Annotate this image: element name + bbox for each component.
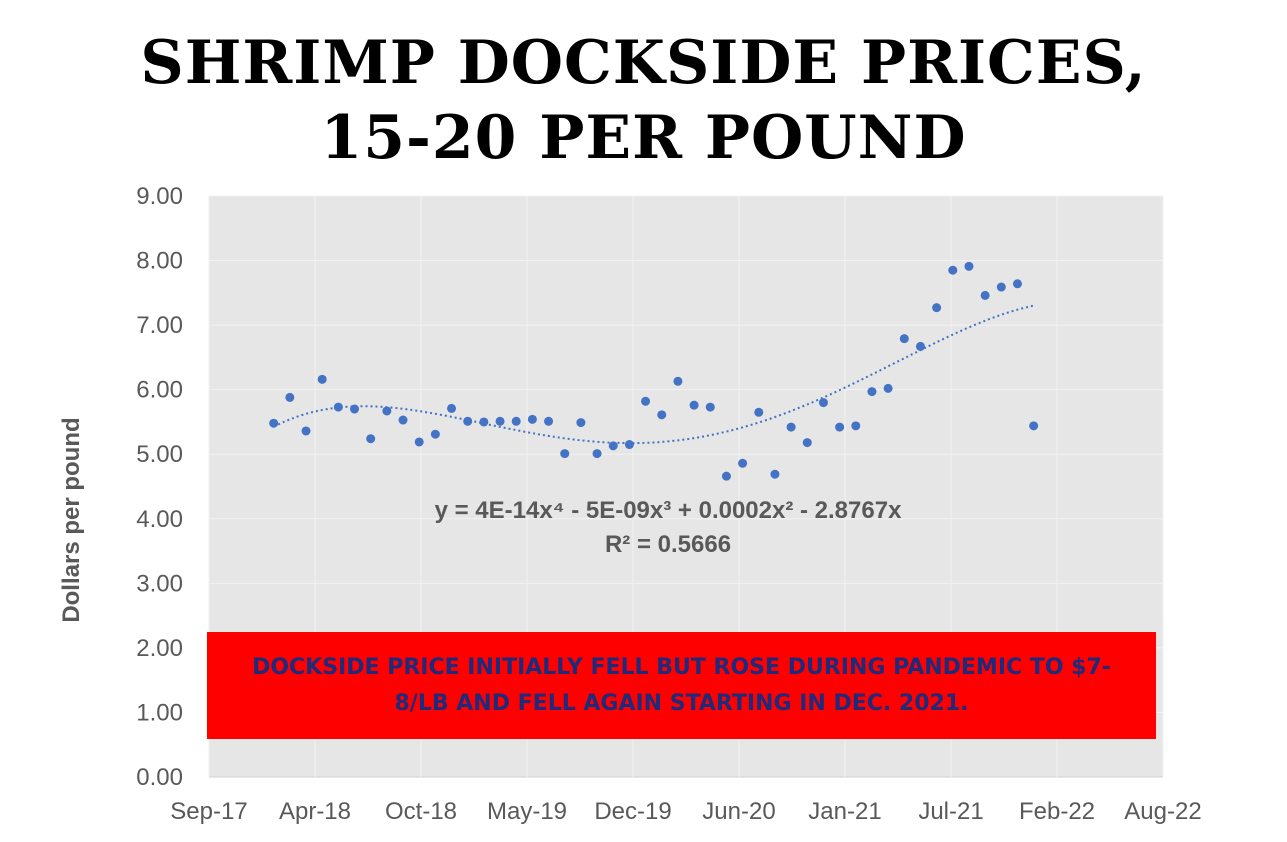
data-point: [527, 414, 537, 424]
data-point: [382, 406, 392, 416]
y-tick-label: 3.00: [136, 570, 183, 597]
callout-text: DOCKSIDE PRICE INITIALLY FELL BUT ROSE D…: [252, 654, 1111, 716]
x-tick-label: Jan-21: [808, 798, 881, 825]
data-point: [285, 392, 295, 402]
data-point: [269, 418, 279, 428]
x-tick-label: Sep-17: [170, 798, 247, 825]
x-tick-label: May-19: [487, 798, 567, 825]
data-point: [301, 426, 311, 436]
data-point: [770, 469, 780, 479]
y-tick-label: 0.00: [136, 764, 183, 791]
chart-title-line-1: SHRIMP DOCKSIDE PRICES,: [140, 28, 1147, 98]
data-point: [414, 437, 424, 447]
x-tick-label: Feb-22: [1019, 798, 1095, 825]
trendline-r-squared: R² = 0.5666: [604, 531, 732, 558]
data-point: [738, 458, 748, 468]
y-tick-label: 9.00: [136, 183, 183, 210]
data-point: [899, 334, 909, 344]
x-tick-label: Apr-18: [279, 798, 351, 825]
data-point: [544, 416, 554, 426]
data-point: [511, 416, 521, 426]
x-tick-label: Aug-22: [1124, 798, 1201, 825]
data-point: [447, 403, 457, 413]
data-point: [996, 282, 1006, 292]
data-point: [915, 341, 925, 351]
y-tick-label: 6.00: [136, 377, 183, 404]
data-point: [576, 418, 586, 428]
y-tick-label: 1.00: [136, 699, 183, 726]
data-point: [980, 290, 990, 300]
x-tick-label: Dec-19: [594, 798, 671, 825]
data-point: [721, 471, 731, 481]
data-point: [689, 400, 699, 410]
data-points: [269, 261, 1039, 481]
data-point: [786, 422, 796, 432]
data-point: [657, 410, 667, 420]
data-point: [964, 261, 974, 271]
data-point: [350, 404, 360, 414]
data-point: [479, 417, 489, 427]
trendline: [273, 304, 1034, 445]
data-point: [883, 383, 893, 393]
data-point: [1029, 421, 1039, 431]
data-point: [608, 441, 618, 451]
data-point: [560, 449, 570, 459]
y-tick-label: 8.00: [136, 248, 183, 275]
trendline-equation: y = 4E-14x⁴ - 5E-09x³ + 0.0002x² - 2.876…: [434, 497, 902, 524]
data-point: [366, 434, 376, 444]
data-point: [463, 416, 473, 426]
data-point: [1012, 279, 1022, 289]
x-tick-label: Jun-20: [702, 798, 775, 825]
y-axis-label: Dollars per pound: [58, 417, 85, 623]
data-point: [867, 387, 877, 397]
data-point: [592, 449, 602, 459]
data-point: [624, 440, 634, 450]
data-point: [802, 438, 812, 448]
data-point: [673, 376, 683, 386]
data-point: [495, 416, 505, 426]
data-point: [835, 422, 845, 432]
data-point: [948, 265, 958, 275]
data-point: [317, 374, 327, 384]
y-tick-label: 5.00: [136, 441, 183, 468]
data-point: [932, 303, 942, 313]
x-tick-label: Oct-18: [385, 798, 457, 825]
data-point: [851, 421, 861, 431]
data-point: [705, 402, 715, 412]
data-point: [641, 396, 651, 406]
data-point: [818, 398, 828, 408]
chart-title-line-2: 15-20 PER POUND: [320, 103, 967, 173]
data-point: [398, 415, 408, 425]
data-point: [430, 429, 440, 439]
y-tick-label: 2.00: [136, 635, 183, 662]
data-point: [333, 402, 343, 412]
y-tick-label: 4.00: [136, 506, 183, 533]
x-tick-label: Jul-21: [918, 798, 983, 825]
x-axis-tick-labels: Sep-17 Apr-18 Oct-18 May-19 Dec-19 Jun-20 Jan-…: [170, 798, 1201, 825]
callout-box: DOCKSIDE PRICE INITIALLY FELL BUT ROSE D…: [207, 632, 1156, 739]
y-tick-label: 7.00: [136, 312, 183, 339]
y-axis-tick-labels: 0.00 1.00 2.00 3.00 4.00 5.00 6.00 7.00 8.00 9.00: [136, 183, 183, 791]
data-point: [754, 407, 764, 417]
